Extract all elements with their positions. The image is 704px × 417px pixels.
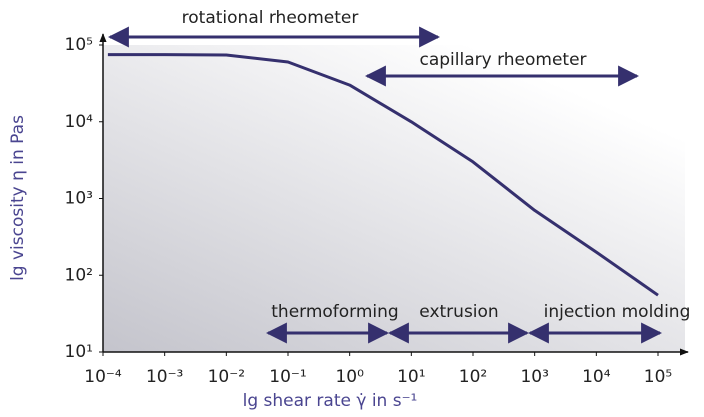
y-tick-label: 10⁵	[65, 35, 93, 55]
viscosity-curve	[107, 53, 659, 297]
range-label: capillary rheometer	[419, 50, 586, 70]
range-label: extrusion	[419, 302, 498, 322]
x-tick-label: 10¹	[397, 367, 425, 387]
x-tick-label: 10⁰	[335, 367, 364, 387]
x-tick-label: 10²	[459, 367, 487, 387]
y-tick-label: 10²	[65, 265, 93, 285]
x-tick-label: 10⁻²	[208, 367, 245, 387]
x-tick-label: 10⁵	[644, 367, 672, 387]
x-tick-label: 10⁻⁴	[84, 367, 122, 387]
x-tick-label: 10⁻³	[146, 367, 183, 387]
x-axis-label: lg shear rate γ̇ in s⁻¹	[243, 391, 418, 411]
x-tick-label: 10³	[520, 367, 548, 387]
x-tick-label: 10⁻¹	[269, 367, 306, 387]
y-tick-label: 10¹	[65, 342, 93, 362]
x-tick-label: 10⁴	[582, 367, 611, 387]
range-label: thermoforming	[271, 302, 398, 322]
y-tick-label: 10³	[65, 189, 93, 209]
y-tick-label: 10⁴	[65, 112, 94, 132]
range-label: rotational rheometer	[182, 8, 359, 28]
shaded-area	[103, 45, 685, 352]
y-axis-label: lg viscosity η in Pas	[8, 115, 28, 281]
range-label: injection molding	[544, 302, 691, 322]
